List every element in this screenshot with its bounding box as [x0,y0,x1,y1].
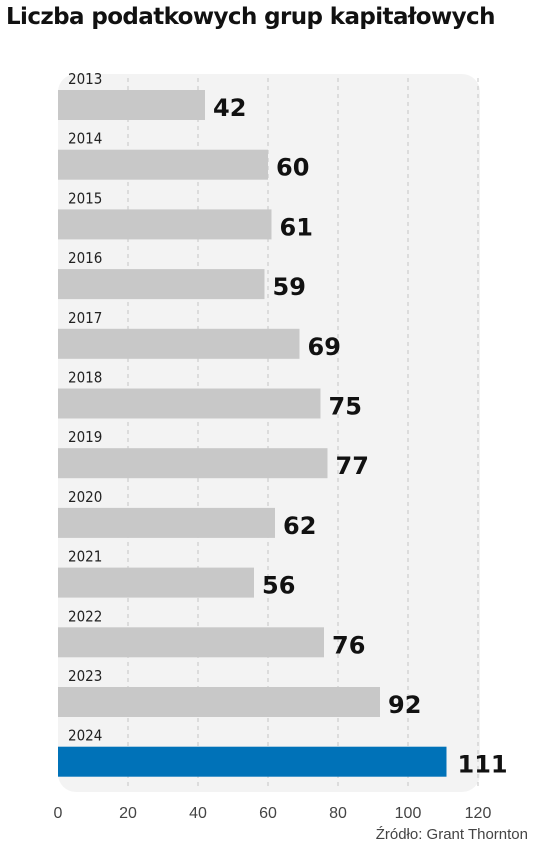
year-label: 2013 [68,70,102,88]
x-tick-label: 120 [465,805,492,822]
year-label: 2020 [68,488,102,506]
value-label: 92 [388,691,421,719]
year-label: 2014 [68,130,102,148]
bar [58,448,328,479]
value-label: 69 [308,333,341,361]
bar [58,209,272,240]
value-label: 56 [262,572,295,600]
value-label: 111 [458,751,508,779]
value-label: 61 [280,213,313,241]
bar [58,687,380,717]
year-label: 2024 [68,727,102,745]
year-label: 2016 [68,249,102,267]
bar [58,567,254,598]
bar [58,388,321,419]
source-note: Źródło: Grant Thornton [375,826,528,843]
x-tick-label: 60 [259,805,277,822]
value-label: 77 [336,452,369,480]
x-tick-label: 0 [54,805,63,822]
bar [58,746,447,777]
year-label: 2022 [68,607,102,625]
x-tick-label: 100 [395,805,422,822]
value-label: 62 [283,512,316,540]
chart-title: Liczba podatkowych grup kapitałowych [6,4,495,30]
bar [58,328,300,359]
x-tick-label: 80 [329,805,347,822]
value-label: 75 [329,393,362,421]
bar [58,149,268,180]
year-label: 2017 [68,309,102,327]
x-tick-label: 40 [189,805,207,822]
plot-panel [58,74,480,792]
year-label: 2023 [68,667,102,685]
value-label: 60 [276,154,309,182]
year-label: 2019 [68,428,102,446]
bar [58,269,265,300]
bar [58,507,275,538]
year-label: 2021 [68,548,102,566]
value-label: 59 [273,273,306,301]
value-label: 76 [332,631,365,659]
x-tick-label: 20 [119,805,137,822]
bar [58,627,324,658]
value-label: 42 [213,94,246,122]
year-label: 2015 [68,189,102,207]
year-label: 2018 [68,369,102,387]
bar [58,90,205,120]
